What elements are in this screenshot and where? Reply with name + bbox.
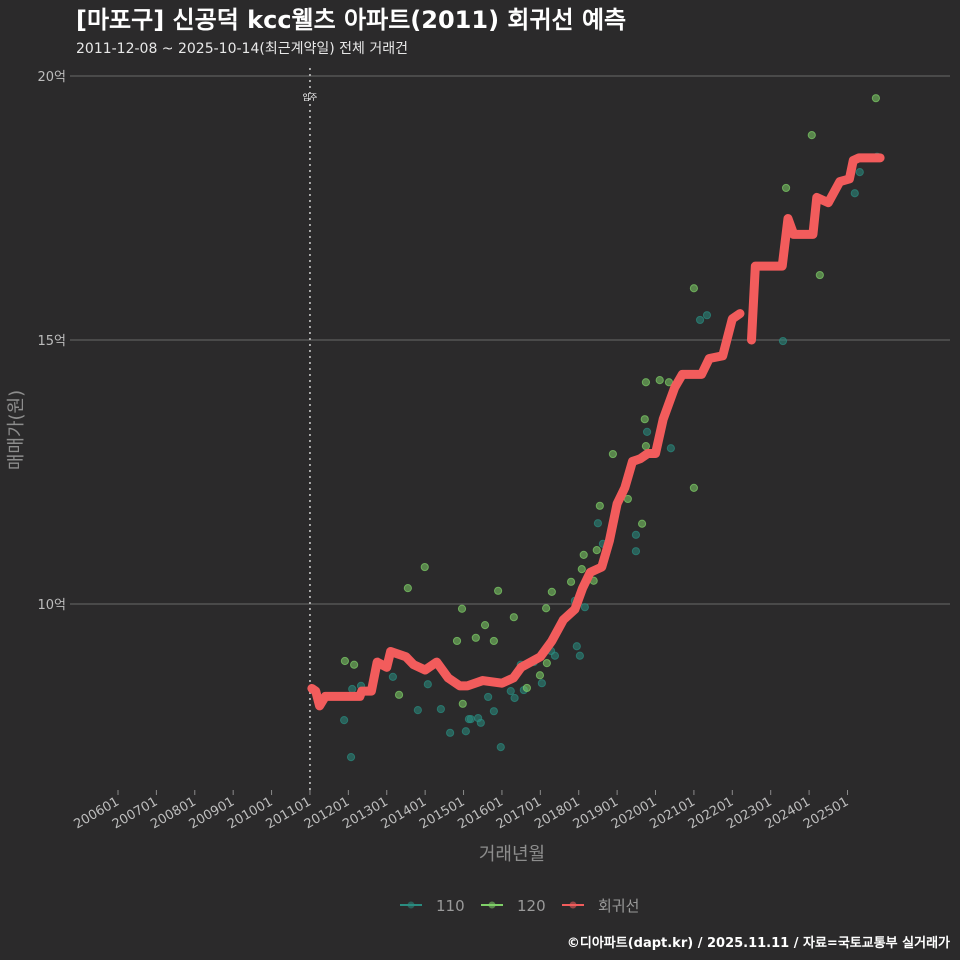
data-point-120	[640, 415, 649, 424]
data-point-110	[506, 687, 515, 696]
data-point-110	[413, 706, 422, 715]
data-point-110	[593, 519, 603, 528]
data-point-120	[420, 562, 429, 572]
data-point-110	[461, 727, 470, 736]
data-point-110	[340, 716, 349, 725]
move-in-annotation: 입주	[303, 68, 318, 790]
data-point-110	[666, 444, 675, 453]
regression-line-segment	[747, 153, 885, 345]
data-point-120	[608, 449, 617, 459]
legend-marker-110	[407, 901, 415, 909]
data-point-110	[423, 680, 432, 689]
data-point-120	[452, 636, 462, 646]
y-axis-ticks: 10억 15억 20억	[37, 70, 66, 613]
move-in-label: 입주	[303, 93, 318, 102]
data-point-120	[637, 519, 647, 528]
data-point-110	[348, 684, 357, 694]
data-point-120	[592, 546, 601, 555]
data-point-110	[580, 603, 589, 612]
scatter-points	[340, 94, 882, 762]
data-point-120	[655, 376, 664, 385]
data-point-120	[340, 656, 350, 666]
data-point-110	[496, 742, 505, 752]
data-point-120	[807, 131, 816, 140]
regression-line	[307, 153, 885, 711]
data-point-120	[480, 621, 490, 630]
data-point-110	[778, 336, 788, 346]
data-point-110	[346, 753, 356, 762]
data-point-120	[403, 584, 412, 593]
data-point-120	[815, 270, 824, 280]
y-axis-title: 매매가(원)	[6, 390, 27, 470]
data-point-120	[664, 378, 674, 387]
x-axis-title: 거래년월	[479, 844, 545, 865]
data-point-120	[541, 604, 551, 613]
data-point-110	[631, 547, 641, 556]
data-point-120	[641, 442, 651, 451]
data-point-110	[855, 167, 864, 177]
data-point-120	[577, 565, 586, 574]
data-point-120	[641, 378, 651, 387]
data-point-120	[458, 699, 467, 708]
data-point-110	[550, 651, 560, 660]
legend-label: 110	[436, 897, 465, 915]
y-tick-label: 20억	[37, 70, 66, 85]
data-point-110	[537, 679, 546, 688]
data-point-120	[579, 550, 588, 559]
data-point-110	[436, 704, 445, 714]
data-point-120	[781, 183, 791, 193]
legend: 110 120 회귀선	[400, 897, 639, 915]
data-point-110	[466, 715, 475, 724]
data-point-120	[522, 683, 531, 693]
data-point-110	[510, 693, 519, 703]
legend-label: 120	[517, 897, 546, 915]
data-point-120	[689, 284, 699, 293]
gridlines	[70, 75, 950, 605]
data-point-110	[695, 315, 705, 325]
data-point-120	[566, 577, 576, 586]
data-point-120	[871, 94, 880, 103]
data-point-110	[476, 718, 485, 727]
data-point-110	[575, 651, 584, 660]
data-point-120	[457, 604, 467, 613]
y-tick-label: 10억	[37, 598, 66, 613]
legend-label: 회귀선	[598, 897, 639, 915]
data-point-120	[394, 690, 404, 699]
chart-title: [마포구] 신공덕 kcc웰츠 아파트(2011) 회귀선 예측	[76, 6, 626, 34]
legend-marker-회귀선	[569, 901, 577, 909]
data-point-110	[572, 642, 581, 651]
data-point-120	[471, 633, 480, 642]
data-point-120	[489, 636, 498, 646]
data-point-110	[642, 427, 652, 436]
data-point-120	[350, 660, 359, 669]
chart-subtitle: 2011-12-08 ~ 2025-10-14(최근계약일) 전체 거래건	[76, 41, 408, 57]
caption: ©디아파트(dapt.kr) / 2025.11.11 / 자료=국토교통부 실…	[567, 935, 950, 951]
data-point-120	[542, 659, 551, 668]
regression-line-segment	[307, 309, 745, 711]
data-point-120	[595, 501, 604, 510]
data-point-120	[535, 671, 545, 680]
data-point-120	[509, 613, 518, 622]
data-point-110	[850, 189, 859, 198]
data-point-110	[631, 530, 641, 539]
data-point-110	[446, 728, 455, 737]
y-tick-label: 15억	[37, 334, 66, 349]
data-point-110	[484, 692, 493, 702]
data-point-120	[493, 586, 503, 595]
data-point-110	[702, 311, 712, 320]
x-axis-ticks: 2006012007012008012009012010012011012012…	[72, 790, 851, 832]
data-point-120	[547, 587, 556, 596]
data-point-120	[689, 483, 699, 492]
legend-marker-120	[488, 901, 496, 909]
data-point-110	[489, 707, 498, 716]
data-point-110	[388, 672, 397, 681]
